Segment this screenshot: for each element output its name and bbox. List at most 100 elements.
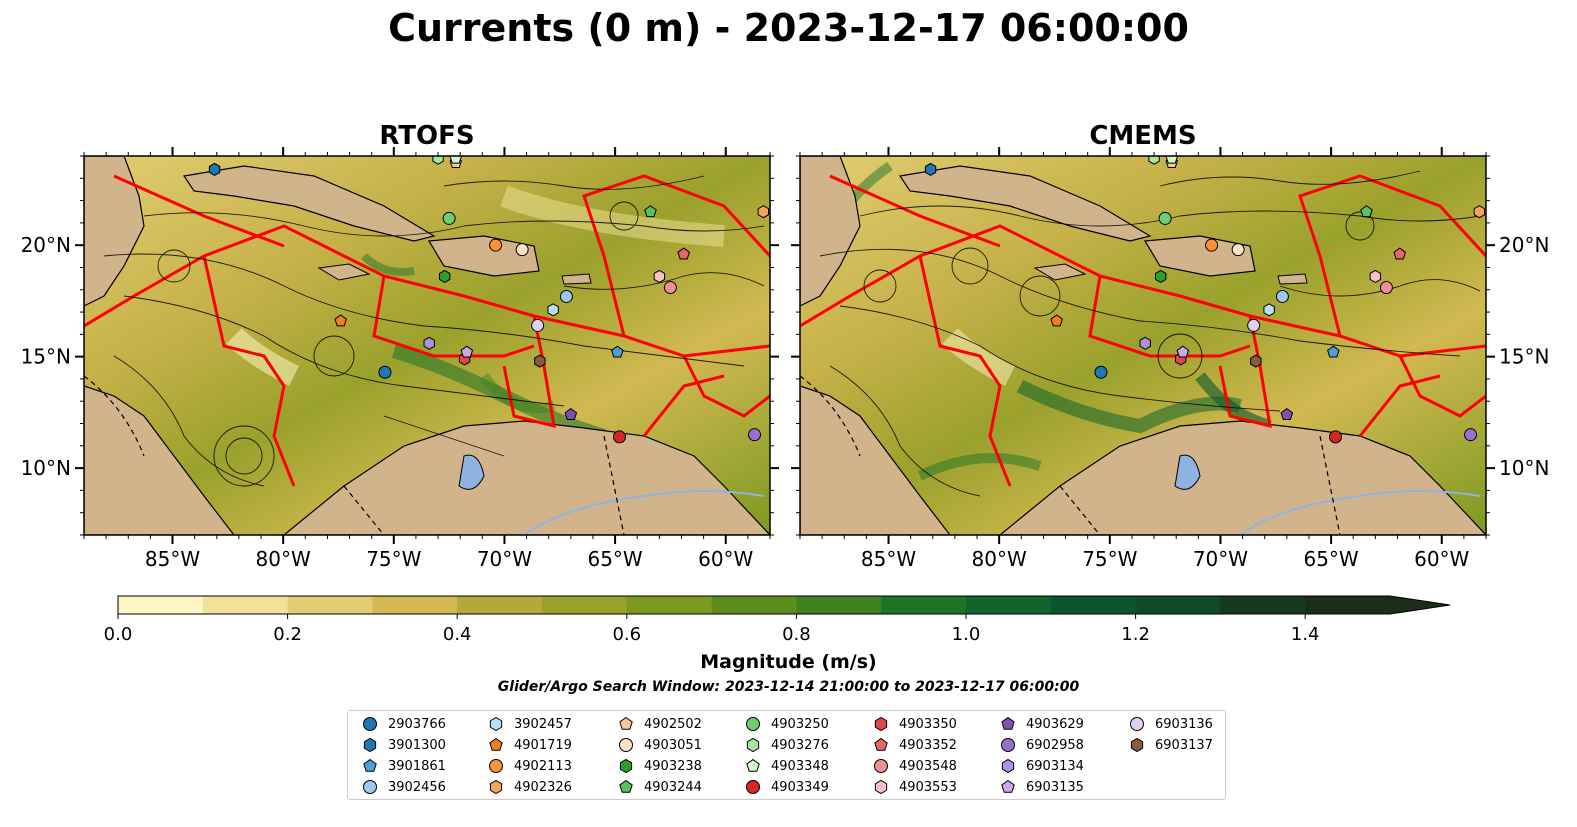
legend-label: 4902113 — [514, 758, 572, 774]
legend-item: 4903629 — [1000, 714, 1084, 734]
float-marker-3902456 — [1275, 289, 1289, 303]
float-marker-4903244 — [619, 779, 633, 793]
float-legend: 2903766 3901300 3901861 3902456 3902457 49017… — [347, 710, 1226, 800]
legend-label: 4901719 — [514, 737, 572, 753]
legend-label: 2903766 — [388, 716, 446, 732]
float-marker-6903135 — [460, 345, 474, 358]
y-tick-label: 10°N — [21, 456, 71, 480]
float-marker-4903250 — [1158, 211, 1172, 225]
legend-label: 6903137 — [1155, 737, 1213, 753]
colorbar-label: Magnitude (m/s) — [700, 651, 877, 673]
float-marker-3901861 — [1327, 345, 1340, 358]
y-tick-label: 10°N — [1499, 456, 1549, 480]
x-tick-label: 70°W — [1193, 547, 1248, 571]
float-marker-3902457 — [1263, 303, 1275, 317]
y-tick-label: 15°N — [21, 345, 71, 369]
float-marker-3901300 — [363, 737, 377, 753]
legend-label: 4903553 — [899, 779, 957, 795]
float-marker-4903238 — [619, 758, 633, 774]
y-tick-label: 15°N — [1499, 345, 1549, 369]
float-marker-4903276 — [1148, 156, 1160, 165]
float-marker-3901300 — [208, 162, 221, 176]
float-marker-4902326 — [489, 779, 503, 795]
float-marker-4901719 — [1050, 314, 1063, 327]
map-frame-rtofs — [83, 155, 771, 536]
float-marker-6903137 — [1130, 737, 1144, 753]
y-tick-label: 20°N — [21, 233, 71, 257]
pentagon-marker-icon — [363, 758, 377, 772]
float-marker-3901300 — [924, 162, 937, 176]
x-tick-label: 75°W — [1082, 547, 1137, 571]
colorbar-segment — [118, 596, 204, 614]
y-tick-label: 20°N — [1499, 233, 1549, 257]
legend-label: 6903134 — [1026, 758, 1084, 774]
colorbar-tick-label: 0.4 — [443, 624, 472, 645]
legend-label: 4903349 — [771, 779, 829, 795]
float-marker-4903349 — [613, 430, 627, 444]
float-marker-4903553 — [874, 779, 888, 795]
colorbar-tick-label: 1.4 — [1291, 624, 1320, 645]
float-marker-4903553 — [1369, 269, 1382, 283]
legend-item: 4903348 — [745, 756, 829, 776]
circle-marker-icon — [1001, 738, 1015, 752]
x-tick-label: 60°W — [1414, 547, 1469, 571]
float-marker-4903629 — [1280, 407, 1294, 420]
legend-label: 4903051 — [644, 737, 702, 753]
panel-title-rtofs: RTOFS — [379, 121, 475, 151]
colorbar-tick-label: 0.0 — [104, 624, 133, 645]
float-marker-3902456 — [559, 289, 573, 303]
legend-item: 2903766 — [362, 714, 446, 734]
float-marker-3901861 — [611, 345, 624, 358]
circle-marker-icon — [874, 759, 888, 773]
x-tick-label: 80°W — [972, 547, 1027, 571]
float-marker-6903135 — [1001, 779, 1015, 793]
float-marker-4903629 — [1001, 716, 1015, 730]
hexagon-marker-icon — [1130, 737, 1144, 753]
float-marker-3902457 — [547, 303, 559, 317]
float-marker-4903276 — [746, 737, 760, 753]
legend-item: 3901300 — [362, 735, 446, 755]
legend-item: 6903134 — [1000, 756, 1084, 776]
float-marker-4903350 — [874, 716, 888, 732]
float-marker-6903134 — [1139, 336, 1151, 350]
circle-marker-icon — [746, 717, 760, 731]
float-marker-4903051 — [515, 243, 529, 257]
x-tick-label: 65°W — [1303, 547, 1358, 571]
colorbar-segment — [966, 596, 1052, 614]
legend-label: 4903348 — [771, 758, 829, 774]
pentagon-marker-icon — [874, 737, 888, 751]
colorbar-segment — [457, 596, 543, 614]
float-marker-2903766 — [363, 717, 377, 731]
float-marker-4902502 — [619, 716, 633, 730]
colorbar-segment — [1305, 596, 1391, 614]
legend-item: 4903548 — [873, 756, 957, 776]
legend-item: 6903135 — [1000, 777, 1084, 797]
legend-label: 6903135 — [1026, 779, 1084, 795]
float-marker-4903244 — [644, 205, 657, 218]
x-tick-label: 85°W — [861, 547, 916, 571]
legend-item: 3901861 — [362, 756, 446, 776]
float-marker-6903134 — [423, 336, 435, 350]
float-marker-6903136 — [1247, 318, 1261, 332]
legend-label: 4903629 — [1026, 716, 1084, 732]
float-marker-4903352 — [874, 737, 888, 751]
hexagon-marker-icon — [489, 716, 503, 732]
pentagon-marker-icon — [619, 779, 633, 793]
circle-marker-icon — [363, 780, 377, 794]
colorbar-segment — [796, 596, 882, 614]
x-tick-label: 80°W — [256, 547, 311, 571]
geography-layer — [800, 156, 1486, 535]
float-marker-6902958 — [748, 428, 762, 442]
float-marker-6903136 — [1130, 717, 1144, 731]
x-tick-label: 65°W — [587, 547, 642, 571]
float-marker-3901861 — [363, 758, 377, 772]
pentagon-marker-icon — [1001, 779, 1015, 793]
float-marker-4903548 — [1379, 281, 1393, 295]
legend-label: 4903276 — [771, 737, 829, 753]
float-marker-4903352 — [1393, 247, 1406, 260]
x-tick-label: 60°W — [698, 547, 753, 571]
legend-label: 4903548 — [899, 758, 957, 774]
circle-marker-icon — [619, 738, 633, 752]
float-marker-4903553 — [653, 269, 666, 283]
colorbar-segment — [287, 596, 373, 614]
